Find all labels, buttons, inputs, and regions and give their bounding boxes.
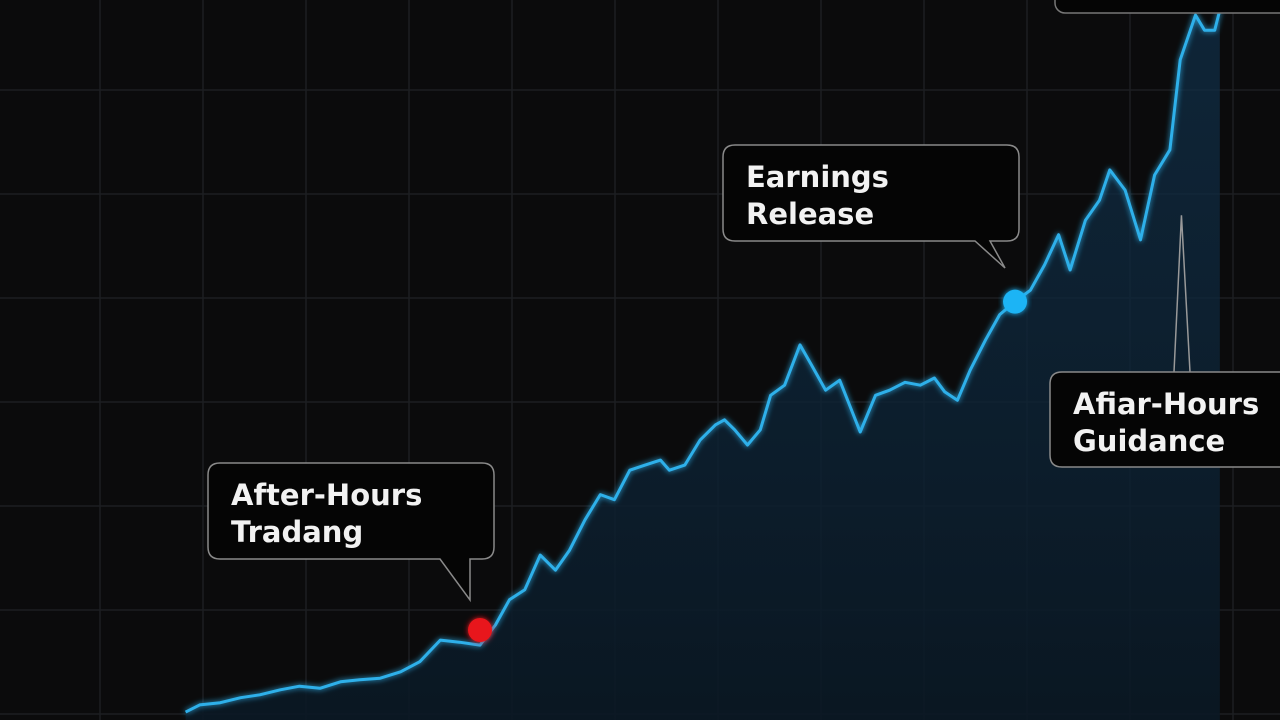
plot [184, 9, 1222, 720]
area [185, 10, 1220, 720]
annotation-box-cut [1054, 0, 1280, 14]
line [184, 9, 1222, 714]
annotation-text: After-Hours [231, 478, 422, 512]
annotation-text: Tradang [231, 515, 363, 549]
annotation-box [207, 462, 495, 603]
annotation-text: Afiar-Hours [1073, 387, 1259, 421]
annotation-box [722, 144, 1020, 269]
annotation-marker [1003, 289, 1028, 314]
annotation-text: Release [746, 197, 874, 231]
annotation-pointer [1173, 215, 1191, 373]
annotation-text: Earnings [746, 160, 889, 194]
annotation-text: Guidance [1073, 424, 1225, 458]
annotation-marker [468, 618, 492, 642]
annotation-box [1049, 371, 1280, 468]
